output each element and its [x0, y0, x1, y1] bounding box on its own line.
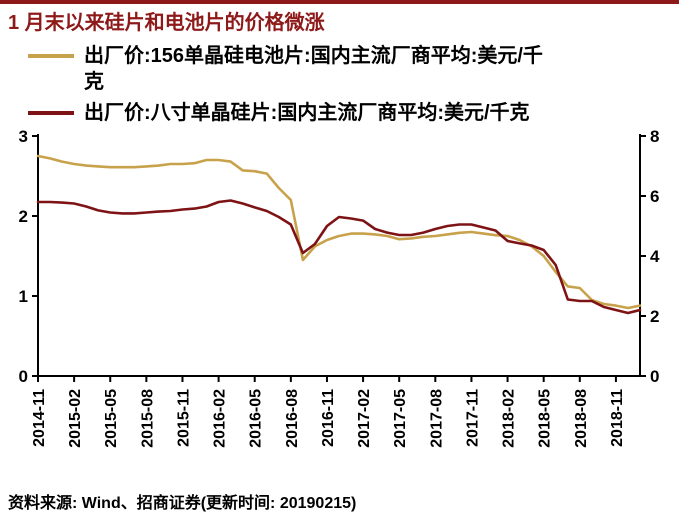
svg-text:2015-02: 2015-02 — [67, 389, 84, 448]
svg-text:1: 1 — [19, 287, 28, 306]
svg-text:2017-11: 2017-11 — [464, 389, 481, 447]
svg-text:3: 3 — [19, 127, 28, 146]
top-accent-bar — [0, 0, 679, 4]
svg-text:2016-05: 2016-05 — [248, 389, 265, 448]
svg-text:2018-05: 2018-05 — [537, 389, 554, 448]
chart-title: 1 月末以来硅片和电池片的价格微涨 — [8, 12, 325, 34]
svg-text:8: 8 — [650, 127, 659, 146]
legend-label-wafer-price: 出厂价:八寸单晶硅片:国内主流厂商平均:美元/千克 — [84, 102, 530, 124]
source-note: 资料来源: Wind、招商证券(更新时间: 20190215) — [8, 495, 357, 512]
legend-item-cell-price: 出厂价:156单晶硅电池片:国内主流厂商平均:美元/千克 — [28, 43, 679, 95]
svg-text:2016-11: 2016-11 — [320, 389, 337, 447]
svg-text:4: 4 — [650, 247, 660, 266]
svg-text:2017-05: 2017-05 — [392, 389, 409, 448]
svg-text:2: 2 — [650, 307, 659, 326]
legend-item-wafer-price: 出厂价:八寸单晶硅片:国内主流厂商平均:美元/千克 — [28, 100, 679, 126]
legend-swatch-gold-line — [28, 54, 74, 58]
chart-area: 0 1 2 3 0 2 4 6 8 2014-11 2015-02 2015-05 2015-08 201… — [0, 126, 679, 456]
svg-text:2018-02: 2018-02 — [501, 389, 518, 448]
svg-text:2015-05: 2015-05 — [103, 389, 120, 448]
svg-text:2016-08: 2016-08 — [284, 389, 301, 448]
svg-text:0: 0 — [19, 367, 28, 386]
legend: 出厂价:156单晶硅电池片:国内主流厂商平均:美元/千克 出厂价:八寸单晶硅片:… — [0, 35, 679, 126]
svg-text:2015-08: 2015-08 — [139, 389, 156, 448]
svg-text:2016-02: 2016-02 — [212, 389, 229, 448]
legend-swatch-darkred-line — [28, 111, 74, 115]
svg-text:2017-02: 2017-02 — [356, 389, 373, 448]
svg-text:0: 0 — [650, 367, 659, 386]
price-chart: 0 1 2 3 0 2 4 6 8 2014-11 2015-02 2015-05 2015-08 201… — [19, 127, 660, 448]
svg-text:2014-11: 2014-11 — [31, 389, 48, 447]
svg-text:2017-08: 2017-08 — [428, 389, 445, 448]
svg-text:6: 6 — [650, 187, 659, 206]
svg-text:2018-11: 2018-11 — [609, 389, 626, 447]
legend-label-cell-price: 出厂价:156单晶硅电池片:国内主流厂商平均:美元/千克 — [84, 45, 543, 93]
svg-text:2018-08: 2018-08 — [573, 389, 590, 448]
svg-text:2: 2 — [19, 207, 28, 226]
svg-text:2015-11: 2015-11 — [175, 389, 192, 447]
